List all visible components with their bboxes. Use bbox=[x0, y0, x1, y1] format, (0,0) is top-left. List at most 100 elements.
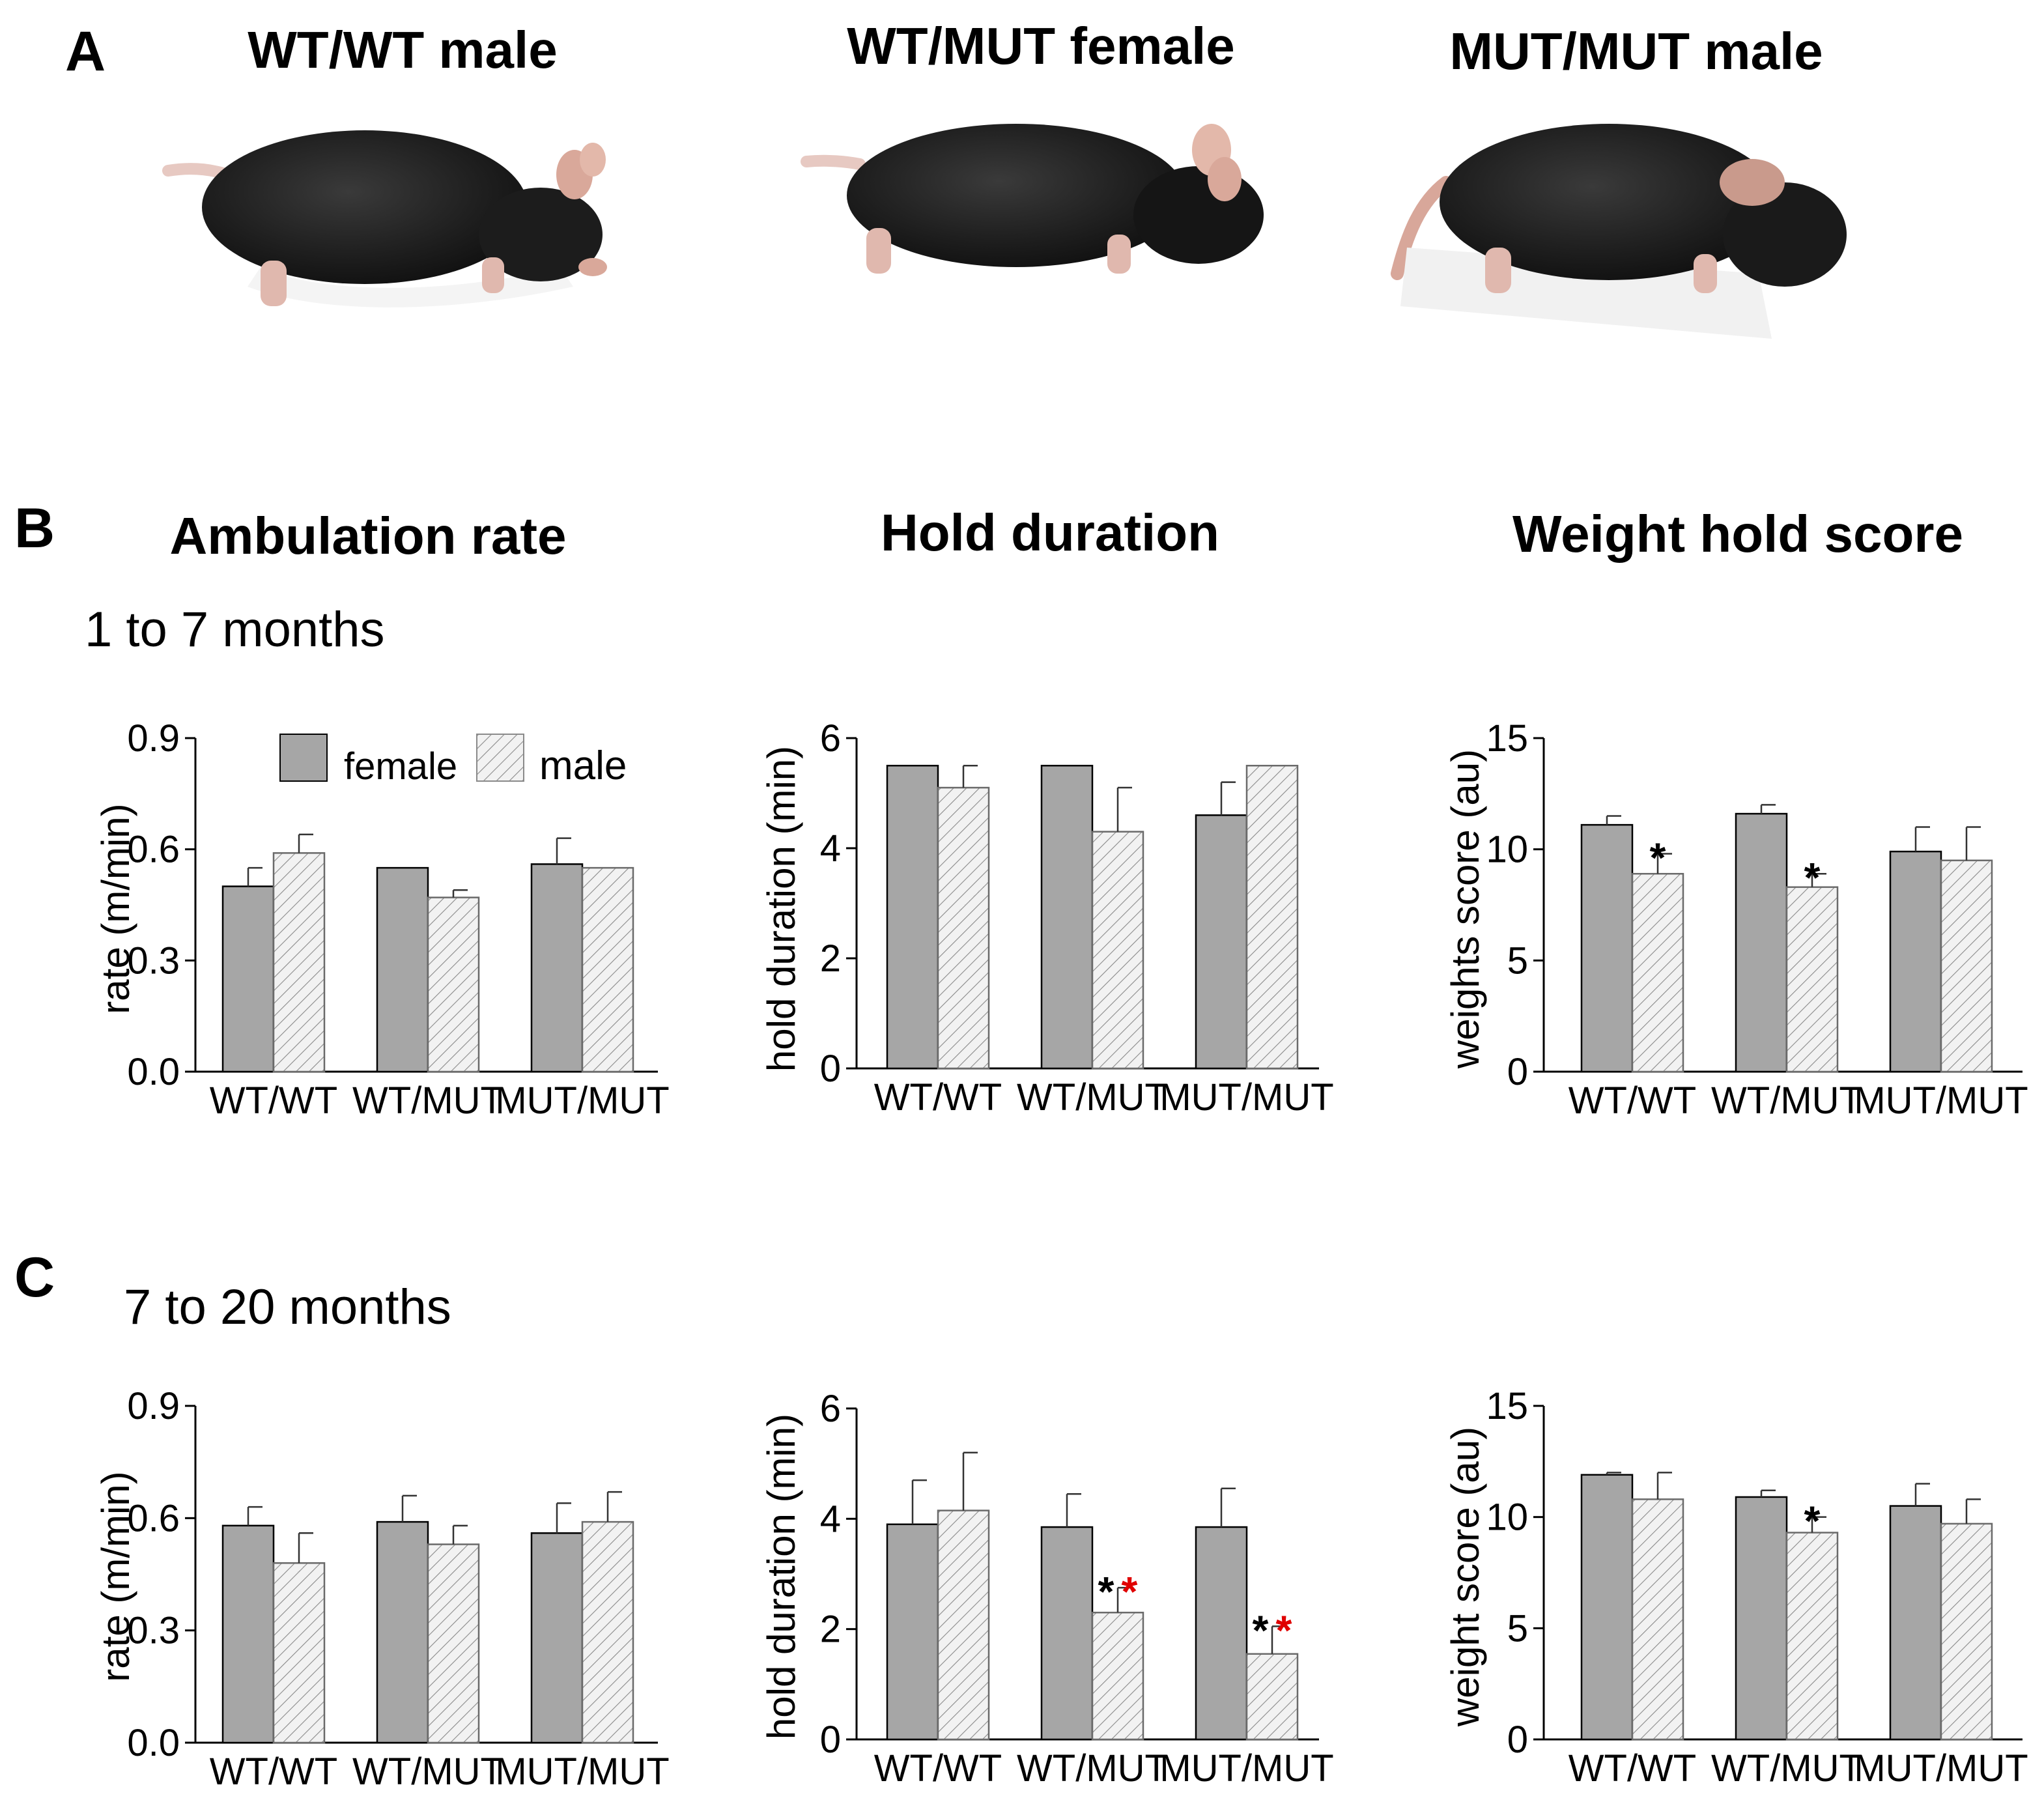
bar-female-MUT/MUT bbox=[1195, 1526, 1248, 1741]
y-tick-label: 0.6 bbox=[127, 1497, 180, 1539]
column-title-weight: Weight hold score bbox=[1512, 505, 1963, 563]
y-tick-label: 5 bbox=[1507, 939, 1528, 982]
bar-female-WT/MUT bbox=[376, 1521, 429, 1744]
y-tick-label: 0 bbox=[820, 1719, 841, 1761]
chart-B-ambulation: 0.0 0.3 0.6 0.9 rate (m/min) WT/WT WT/MUTMUT/M… bbox=[94, 717, 670, 1122]
y-axis-label: weights score (au) bbox=[1443, 749, 1487, 1069]
legend: female male bbox=[279, 734, 627, 788]
bar-female-WT/MUT bbox=[376, 866, 429, 1073]
y-axis-label: rate (m/min) bbox=[94, 1471, 137, 1681]
bar-female-WT/MUT bbox=[1040, 765, 1094, 1070]
x-tick-label: WT/MUT bbox=[1017, 1076, 1168, 1119]
significance-star: * bbox=[1253, 1607, 1269, 1653]
bar-female-MUT/MUT bbox=[1195, 814, 1248, 1070]
legend-label-male: male bbox=[539, 743, 627, 788]
x-tick-label: WT/MUT bbox=[352, 1079, 504, 1122]
chart-C-ambulation: 0.0 0.3 0.6 0.9 rate (m/min) WT/WT WT/MUTMUT/M… bbox=[94, 1385, 670, 1793]
x-tick-label: WT/WT bbox=[1568, 1747, 1696, 1790]
bar-female-WT/WT bbox=[886, 765, 939, 1070]
y-tick-label: 10 bbox=[1486, 1496, 1528, 1539]
bar-male-WT/MUT bbox=[1091, 1612, 1144, 1741]
y-tick-label: 0.9 bbox=[127, 717, 180, 760]
legend-label-female: female bbox=[344, 745, 457, 788]
x-tick-label: WT/MUT bbox=[1711, 1079, 1862, 1122]
y-tick-label: 4 bbox=[820, 1498, 841, 1540]
bar-female-WT/WT bbox=[1580, 1474, 1634, 1741]
legend-swatch-male bbox=[476, 734, 524, 782]
y-tick-label: 10 bbox=[1486, 829, 1528, 871]
mouse-caption-1: WT/WT male bbox=[248, 21, 558, 79]
y-axis-label: hold duration (min) bbox=[759, 1414, 803, 1739]
y-tick-label: 0 bbox=[820, 1048, 841, 1090]
bar-male-MUT/MUT bbox=[1940, 1522, 1993, 1741]
y-tick-label: 0 bbox=[1507, 1051, 1528, 1093]
mouse-caption-3: MUT/MUT male bbox=[1449, 22, 1823, 80]
x-tick-label: WT/WT bbox=[874, 1747, 1002, 1790]
panel-label-b: B bbox=[14, 497, 55, 560]
y-tick-label: 15 bbox=[1486, 717, 1528, 760]
x-tick-label: WT/MUT bbox=[1017, 1747, 1168, 1790]
bar-female-WT/MUT bbox=[1735, 1496, 1788, 1741]
bar-male-WT/MUT bbox=[427, 896, 480, 1073]
x-tick-label: WT/WT bbox=[210, 1750, 337, 1793]
x-tick-label: WT/WT bbox=[874, 1076, 1002, 1119]
column-title-hold: Hold duration bbox=[881, 504, 1219, 562]
y-tick-label: 15 bbox=[1486, 1385, 1528, 1427]
x-tick-label: MUT/MUT bbox=[1159, 1076, 1333, 1119]
bar-female-MUT/MUT bbox=[530, 1532, 584, 1744]
mouse-photo-wt-wt-male bbox=[162, 130, 607, 307]
chart-C-hold: 0 2 4 6 hold duration (min) WT/WT WT/MUTMUT/MU… bbox=[759, 1388, 1334, 1790]
bar-male-WT/WT bbox=[1631, 872, 1684, 1073]
subtitle-b: 1 to 7 months bbox=[85, 602, 385, 657]
column-title-ambulation: Ambulation rate bbox=[170, 507, 567, 565]
y-tick-label: 5 bbox=[1507, 1607, 1528, 1650]
bar-male-WT/MUT bbox=[427, 1543, 480, 1744]
x-tick-label: MUT/MUT bbox=[1854, 1079, 2028, 1122]
y-tick-label: 0.0 bbox=[127, 1051, 180, 1093]
y-tick-label: 6 bbox=[820, 717, 841, 760]
significance-star: * bbox=[1650, 834, 1666, 881]
bar-male-MUT/MUT bbox=[581, 1521, 634, 1744]
mouse-caption-2: WT/MUT female bbox=[847, 17, 1235, 75]
x-tick-label: WT/WT bbox=[1568, 1079, 1696, 1122]
significance-star: * bbox=[1276, 1607, 1292, 1653]
y-tick-label: 0.6 bbox=[127, 829, 180, 871]
y-tick-label: 2 bbox=[820, 1608, 841, 1651]
chart-B-hold: 0 2 4 6 hold duration (min) WT/WT WT/MUTMUT/MU… bbox=[759, 717, 1334, 1119]
subtitle-c: 7 to 20 months bbox=[124, 1279, 451, 1335]
bar-female-MUT/MUT bbox=[1889, 850, 1942, 1073]
panel-label-c: C bbox=[14, 1246, 55, 1309]
x-tick-label: MUT/MUT bbox=[1159, 1747, 1333, 1790]
bar-male-WT/MUT bbox=[1785, 886, 1839, 1073]
x-tick-label: MUT/MUT bbox=[495, 1079, 669, 1122]
y-tick-label: 4 bbox=[820, 827, 841, 870]
y-axis-label: rate (m/min) bbox=[94, 803, 137, 1014]
bar-male-WT/WT bbox=[272, 1562, 326, 1744]
bar-female-WT/MUT bbox=[1735, 812, 1788, 1073]
bar-female-WT/WT bbox=[221, 1524, 275, 1744]
bar-female-MUT/MUT bbox=[530, 863, 584, 1073]
bar-male-MUT/MUT bbox=[1245, 765, 1299, 1070]
y-tick-label: 0.9 bbox=[127, 1385, 180, 1427]
bar-male-MUT/MUT bbox=[581, 866, 634, 1073]
significance-star: * bbox=[1804, 1498, 1821, 1545]
bar-female-WT/WT bbox=[1580, 823, 1634, 1073]
y-tick-label: 0 bbox=[1507, 1719, 1528, 1761]
bar-male-WT/MUT bbox=[1091, 831, 1144, 1070]
y-tick-label: 2 bbox=[820, 937, 841, 980]
bar-male-WT/WT bbox=[937, 1509, 990, 1741]
mouse-photo-mut-mut-male bbox=[1391, 124, 1847, 339]
y-axis-label: hold duration (min) bbox=[759, 746, 803, 1072]
bar-male-MUT/MUT bbox=[1245, 1653, 1299, 1741]
significance-star: * bbox=[1122, 1568, 1138, 1615]
bar-female-WT/MUT bbox=[1040, 1526, 1094, 1741]
x-tick-label: WT/MUT bbox=[352, 1750, 504, 1793]
y-tick-label: 6 bbox=[820, 1388, 841, 1430]
y-tick-label: 0.0 bbox=[127, 1722, 180, 1764]
bar-male-MUT/MUT bbox=[1940, 859, 1993, 1073]
panel-label-a: A bbox=[65, 20, 106, 83]
